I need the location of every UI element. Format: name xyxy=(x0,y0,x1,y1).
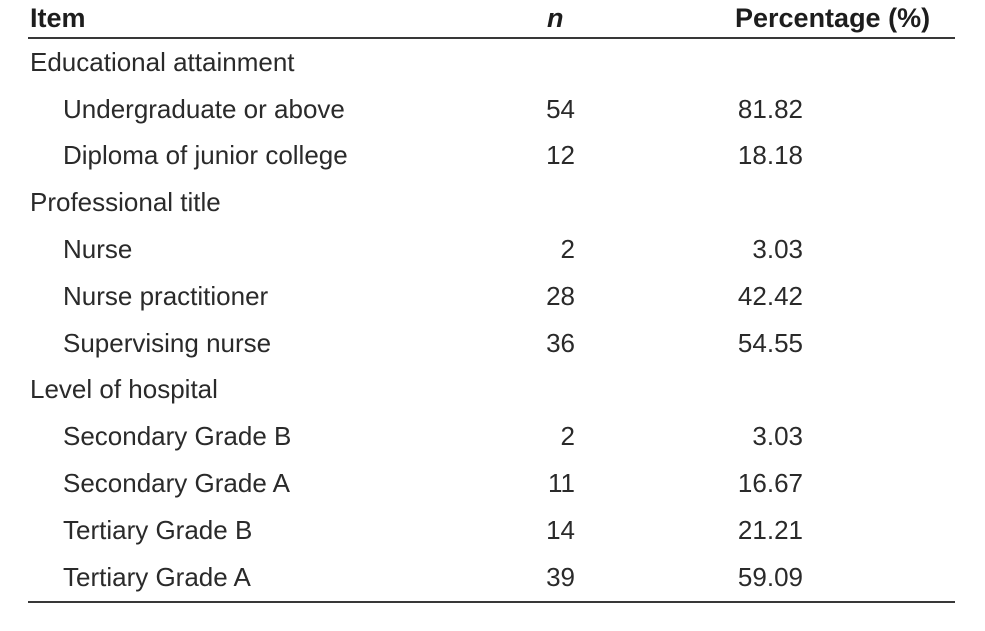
n-cell: 2 xyxy=(560,421,575,452)
pct-cell xyxy=(578,367,955,414)
table-row: Undergraduate or above 54 81.82 xyxy=(28,86,955,133)
column-header-item: Item xyxy=(28,0,518,39)
table-row: Tertiary Grade A 39 59.09 xyxy=(28,553,955,603)
item-cell: Professional title xyxy=(30,187,221,218)
pct-cell: 16.67 xyxy=(737,468,803,499)
pct-cell: 21.21 xyxy=(737,514,803,545)
pct-cell: 42.42 xyxy=(737,280,803,311)
column-header-percentage: Percentage (%) xyxy=(578,0,955,39)
table-row-group: Level of hospital xyxy=(28,367,955,414)
table-row-group: Professional title xyxy=(28,179,955,226)
pct-cell: 3.03 xyxy=(752,421,803,452)
item-cell: Nurse practitioner xyxy=(63,280,269,311)
n-cell: 36 xyxy=(546,327,575,358)
n-cell: 12 xyxy=(546,140,575,171)
item-cell: Educational attainment xyxy=(30,46,295,77)
n-cell xyxy=(518,367,578,414)
pct-cell xyxy=(578,38,955,86)
table-row: Nurse practitioner 28 42.42 xyxy=(28,273,955,320)
pct-cell: 18.18 xyxy=(737,140,803,171)
n-cell: 14 xyxy=(546,514,575,545)
table-row-group: Educational attainment xyxy=(28,38,955,86)
item-cell: Nurse xyxy=(63,234,133,265)
table-row: Nurse 2 3.03 xyxy=(28,226,955,273)
table-row: Diploma of junior college 12 18.18 xyxy=(28,133,955,180)
item-cell: Tertiary Grade B xyxy=(63,514,253,545)
item-cell: Diploma of junior college xyxy=(63,140,348,171)
n-cell: 2 xyxy=(560,234,575,265)
pct-cell: 54.55 xyxy=(737,327,803,358)
item-cell: Secondary Grade A xyxy=(63,468,290,499)
n-cell: 54 xyxy=(546,93,575,124)
pct-cell xyxy=(578,179,955,226)
table-row: Secondary Grade A 11 16.67 xyxy=(28,460,955,507)
demographics-table: Item n Percentage (%) Educational attain… xyxy=(28,0,955,603)
table-row: Tertiary Grade B 14 21.21 xyxy=(28,507,955,554)
pct-cell: 59.09 xyxy=(578,553,955,603)
table-header-row: Item n Percentage (%) xyxy=(28,0,955,39)
pct-cell: 3.03 xyxy=(752,234,803,265)
column-header-n: n xyxy=(518,0,578,39)
n-cell: 39 xyxy=(518,553,578,603)
table-row: Secondary Grade B 2 3.03 xyxy=(28,413,955,460)
item-cell: Tertiary Grade A xyxy=(28,553,518,603)
pct-cell: 81.82 xyxy=(737,93,803,124)
item-cell: Secondary Grade B xyxy=(63,421,292,452)
n-cell: 11 xyxy=(548,468,575,499)
n-cell xyxy=(518,38,578,86)
item-cell: Supervising nurse xyxy=(63,327,272,358)
item-cell: Undergraduate or above xyxy=(63,93,345,124)
table-row: Supervising nurse 36 54.55 xyxy=(28,320,955,367)
item-cell: Level of hospital xyxy=(30,374,218,405)
n-cell: 28 xyxy=(546,280,575,311)
n-cell xyxy=(518,179,578,226)
